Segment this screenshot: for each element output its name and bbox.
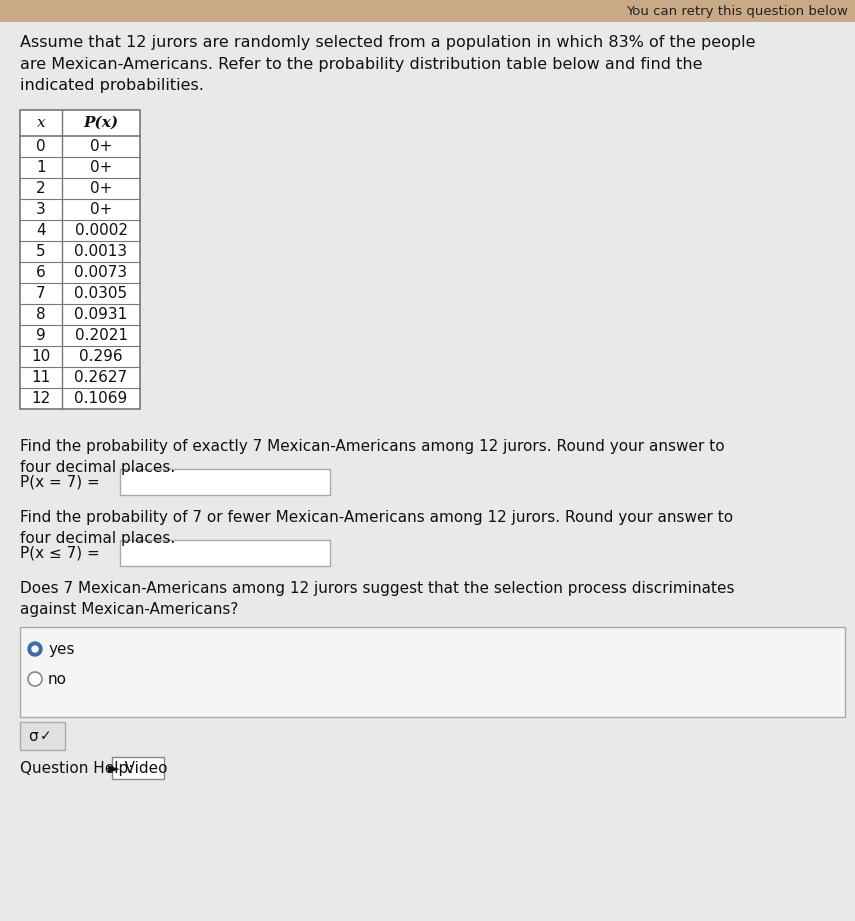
Text: 9: 9 (36, 328, 46, 343)
Text: 0+: 0+ (90, 181, 112, 196)
Text: P(x = 7) =: P(x = 7) = (20, 474, 100, 489)
Text: 0.0002: 0.0002 (74, 223, 127, 238)
Circle shape (28, 672, 42, 686)
Text: P(x): P(x) (84, 116, 119, 130)
Text: Assume that 12 jurors are randomly selected from a population in which 83% of th: Assume that 12 jurors are randomly selec… (20, 35, 756, 93)
Circle shape (32, 646, 38, 652)
Text: You can retry this question below: You can retry this question below (626, 5, 848, 17)
Text: 0.0305: 0.0305 (74, 286, 127, 301)
Text: 0+: 0+ (90, 160, 112, 175)
Text: 0.1069: 0.1069 (74, 391, 127, 406)
Text: 10: 10 (32, 349, 50, 364)
Bar (0, 0, 855, 22)
Text: 3: 3 (36, 202, 46, 217)
Bar (112, 757, 164, 779)
Circle shape (28, 672, 42, 686)
Bar (20, 110, 140, 409)
Text: 0.0013: 0.0013 (74, 244, 127, 259)
Text: 0.2021: 0.2021 (74, 328, 127, 343)
Text: 6: 6 (36, 265, 46, 280)
Text: σ: σ (28, 729, 38, 743)
Text: P(x ≤ 7) =: P(x ≤ 7) = (20, 545, 100, 561)
Text: 0.296: 0.296 (80, 349, 123, 364)
Text: Find the probability of 7 or fewer Mexican-Americans among 12 jurors. Round your: Find the probability of 7 or fewer Mexic… (20, 510, 733, 546)
Text: 0+: 0+ (90, 139, 112, 154)
Text: 0.0073: 0.0073 (74, 265, 127, 280)
Text: no: no (48, 671, 67, 686)
Text: 4: 4 (36, 223, 46, 238)
Bar (120, 540, 330, 566)
Text: Question Help:: Question Help: (20, 761, 133, 775)
Text: 12: 12 (32, 391, 50, 406)
Text: 5: 5 (36, 244, 46, 259)
Text: Does 7 Mexican-Americans among 12 jurors suggest that the selection process disc: Does 7 Mexican-Americans among 12 jurors… (20, 581, 734, 617)
Text: 8: 8 (36, 307, 46, 322)
Bar (20, 722, 65, 750)
Text: 7: 7 (36, 286, 46, 301)
Text: 2: 2 (36, 181, 46, 196)
Text: 1: 1 (36, 160, 46, 175)
Text: 0+: 0+ (90, 202, 112, 217)
Text: Find the probability of exactly 7 Mexican-Americans among 12 jurors. Round your : Find the probability of exactly 7 Mexica… (20, 439, 725, 475)
Text: ► Video: ► Video (109, 761, 168, 775)
Text: x: x (37, 116, 45, 130)
Text: 0: 0 (36, 139, 46, 154)
Bar (20, 627, 845, 717)
Text: 0.0931: 0.0931 (74, 307, 127, 322)
Text: yes: yes (48, 642, 74, 657)
Text: ✓: ✓ (40, 729, 51, 743)
Bar (120, 469, 330, 495)
Text: 0.2627: 0.2627 (74, 370, 127, 385)
Circle shape (28, 642, 42, 656)
Text: 11: 11 (32, 370, 50, 385)
